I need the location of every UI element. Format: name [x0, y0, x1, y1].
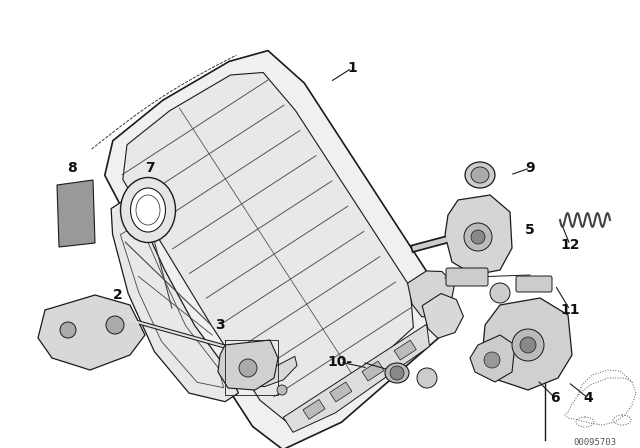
Polygon shape [394, 340, 417, 360]
Circle shape [512, 329, 544, 361]
Polygon shape [303, 400, 325, 419]
Polygon shape [111, 196, 239, 402]
Polygon shape [218, 340, 278, 390]
Circle shape [484, 352, 500, 368]
Text: 8: 8 [67, 161, 77, 175]
Text: 5: 5 [525, 223, 535, 237]
Text: 12: 12 [560, 238, 580, 252]
Polygon shape [445, 195, 512, 275]
Ellipse shape [385, 363, 409, 383]
Circle shape [471, 230, 485, 244]
Text: 4: 4 [583, 391, 593, 405]
Polygon shape [470, 335, 515, 382]
Circle shape [520, 337, 536, 353]
Circle shape [464, 223, 492, 251]
Text: 2: 2 [113, 288, 123, 302]
Ellipse shape [120, 177, 175, 242]
FancyBboxPatch shape [516, 276, 552, 292]
Polygon shape [57, 180, 95, 247]
Polygon shape [284, 324, 429, 432]
Text: 10-: 10- [328, 355, 353, 369]
Text: 1: 1 [347, 61, 357, 75]
Polygon shape [422, 293, 463, 338]
Text: 7: 7 [145, 161, 155, 175]
Text: 11: 11 [560, 303, 580, 317]
Ellipse shape [471, 167, 489, 183]
Circle shape [277, 385, 287, 395]
Circle shape [490, 283, 510, 303]
Text: 00095703: 00095703 [573, 438, 616, 447]
Circle shape [417, 368, 437, 388]
Polygon shape [105, 51, 439, 448]
Ellipse shape [465, 162, 495, 188]
Polygon shape [362, 361, 384, 381]
Ellipse shape [131, 188, 166, 232]
Circle shape [106, 316, 124, 334]
Polygon shape [330, 382, 352, 402]
Polygon shape [241, 356, 297, 387]
Polygon shape [408, 271, 454, 317]
FancyBboxPatch shape [446, 268, 488, 286]
Circle shape [239, 359, 257, 377]
Circle shape [60, 322, 76, 338]
Text: 6: 6 [550, 391, 560, 405]
Text: 3: 3 [215, 318, 225, 332]
Circle shape [390, 366, 404, 380]
Polygon shape [38, 295, 145, 370]
Text: 9: 9 [525, 161, 535, 175]
Polygon shape [482, 298, 572, 390]
Polygon shape [123, 73, 413, 421]
